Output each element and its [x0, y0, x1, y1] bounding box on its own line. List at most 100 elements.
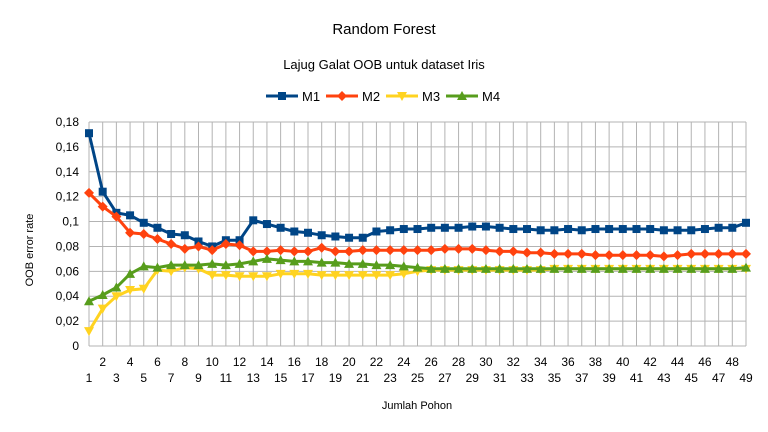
data-point-m1 [276, 223, 285, 232]
x-tick-label: 16 [288, 355, 302, 369]
data-point-m4 [713, 263, 724, 273]
x-tick-label: 45 [685, 371, 699, 385]
data-point-m3 [248, 272, 259, 282]
data-point-m2 [125, 227, 136, 238]
data-point-m1 [577, 226, 586, 235]
data-point-m4 [357, 258, 368, 268]
y-tick-label: 0,02 [56, 314, 80, 328]
data-point-m4 [261, 253, 272, 263]
data-point-m3 [138, 284, 149, 294]
data-point-m3 [97, 304, 108, 314]
y-tick-label: 0,1 [62, 215, 79, 229]
data-point-m2 [248, 246, 259, 257]
data-point-m1 [85, 129, 93, 138]
data-point-m3 [316, 271, 327, 281]
data-point-m2 [699, 248, 710, 259]
x-tick-label: 20 [342, 355, 356, 369]
y-tick-label: 0,16 [56, 140, 80, 154]
data-point-m4 [508, 263, 519, 273]
data-point-m4 [152, 262, 163, 272]
data-point-m3 [166, 267, 177, 277]
data-point-m2 [344, 246, 355, 257]
data-point-m4 [426, 263, 437, 273]
legend-label-m2: M2 [362, 89, 380, 104]
data-point-m2 [289, 246, 300, 257]
data-point-m2 [412, 245, 423, 256]
data-point-m4 [193, 260, 204, 270]
data-point-m2 [179, 243, 190, 254]
data-point-m1 [98, 187, 107, 196]
x-tick-label: 10 [206, 355, 220, 369]
data-point-m4 [275, 255, 286, 265]
data-point-m2 [713, 248, 724, 259]
data-point-m1 [742, 218, 750, 227]
x-tick-label: 37 [575, 371, 589, 385]
chart-subtitle: Lajug Galat OOB untuk dataset Iris [283, 57, 485, 72]
data-point-m3 [371, 271, 382, 281]
y-tick-label: 0,14 [56, 165, 80, 179]
x-tick-label: 6 [154, 355, 161, 369]
data-point-m1 [605, 225, 614, 234]
data-point-m2 [234, 240, 245, 251]
data-point-m1 [331, 232, 340, 241]
data-point-m2 [727, 248, 738, 259]
x-tick-label: 44 [671, 355, 685, 369]
data-point-m4 [494, 263, 505, 273]
x-tick-label: 24 [397, 355, 411, 369]
x-tick-label: 47 [712, 371, 726, 385]
x-tick-label: 36 [561, 355, 575, 369]
legend-item-m4: M4 [446, 89, 500, 104]
data-point-m2 [508, 246, 519, 257]
x-tick-label: 12 [233, 355, 247, 369]
data-point-m2 [111, 211, 122, 222]
data-point-m4 [699, 263, 710, 273]
data-point-m1 [632, 225, 641, 234]
data-point-m4 [453, 263, 464, 273]
legend-item-m3: M3 [386, 89, 440, 104]
data-point-m4 [645, 263, 656, 273]
data-point-m1 [728, 223, 737, 232]
data-point-m2 [426, 245, 437, 256]
data-point-m4 [439, 263, 450, 273]
data-point-m2 [97, 201, 108, 212]
data-point-m1 [523, 225, 531, 234]
data-point-m2 [467, 243, 478, 254]
data-point-m1 [536, 226, 545, 235]
data-point-m4 [234, 258, 245, 268]
data-point-m2 [617, 250, 628, 261]
data-point-m4 [576, 263, 587, 273]
y-tick-label: 0,04 [56, 289, 80, 303]
data-point-m4 [398, 261, 409, 271]
data-point-m1 [290, 227, 299, 236]
data-point-m4 [741, 262, 751, 272]
data-point-m1 [564, 225, 573, 234]
data-point-m1 [345, 233, 354, 242]
axes: 00,020,040,060,080,10,120,140,160,181234… [56, 115, 753, 385]
data-point-m1 [440, 223, 449, 232]
data-point-m4 [727, 263, 738, 273]
data-point-m3 [84, 327, 94, 337]
data-point-m4 [344, 258, 355, 268]
data-point-m1 [126, 211, 135, 220]
data-point-m1 [139, 218, 148, 227]
data-point-m1 [468, 222, 477, 231]
series-m2 [84, 187, 751, 262]
chart-title: Random Forest [332, 21, 436, 38]
x-tick-label: 41 [630, 371, 644, 385]
data-point-m2 [330, 246, 341, 257]
x-tick-label: 19 [329, 371, 343, 385]
data-point-m2 [261, 246, 272, 257]
data-point-m2 [207, 245, 218, 256]
data-point-m4 [563, 263, 574, 273]
data-point-m3 [289, 269, 300, 279]
data-point-m2 [631, 250, 642, 261]
data-point-m1 [386, 226, 395, 235]
x-tick-label: 49 [739, 371, 753, 385]
data-point-m1 [550, 226, 559, 235]
gridlines [88, 121, 747, 347]
data-point-m4 [248, 256, 259, 266]
data-point-m2 [658, 251, 669, 262]
data-point-m1 [304, 228, 312, 237]
legend-label-m3: M3 [422, 89, 440, 104]
